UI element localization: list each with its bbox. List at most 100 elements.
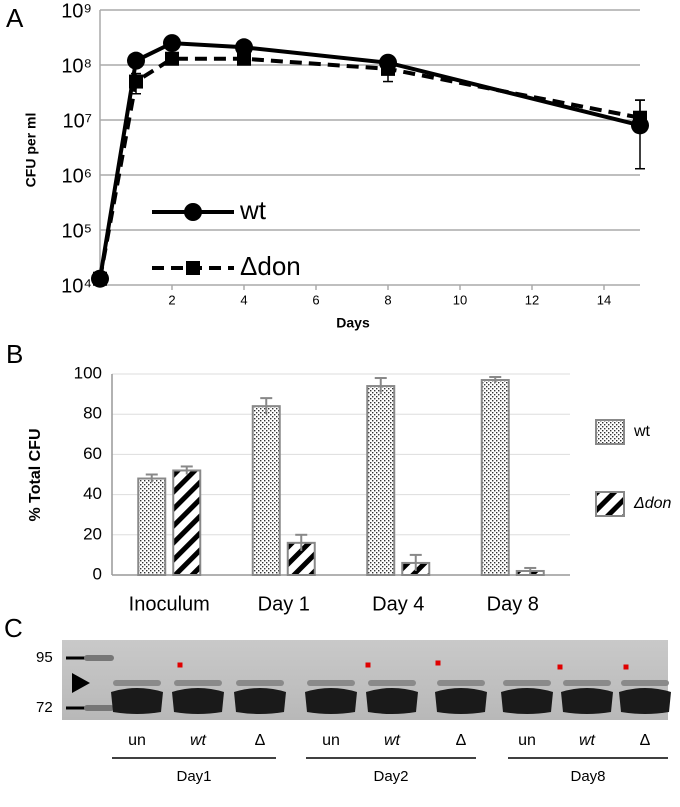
red-dot <box>557 664 563 670</box>
x-axis-label: Days <box>336 315 370 331</box>
x-tick-label: Day 4 <box>372 593 424 615</box>
y-tick-label: 60 <box>83 444 102 463</box>
red-dot <box>365 662 371 668</box>
panel-label: B <box>6 339 23 369</box>
series-line <box>98 56 641 280</box>
x-tick-label: Inoculum <box>129 593 210 615</box>
lane-label: Δ <box>255 732 266 749</box>
legend-marker <box>184 203 202 221</box>
panel-label: A <box>6 3 24 33</box>
lane-label: wt <box>190 732 207 749</box>
series-line <box>98 41 641 280</box>
lane-label: Δ <box>456 732 467 749</box>
y-tick-label: 80 <box>83 404 102 423</box>
y-tick-label: 10⁵ <box>61 220 92 242</box>
upper-band <box>437 680 485 686</box>
main-band <box>305 688 357 714</box>
y-tick-label: 0 <box>93 564 102 583</box>
ladder-label: 72 <box>36 699 53 716</box>
x-tick-label: 4 <box>240 292 247 307</box>
legend-label: Δdon <box>633 495 672 512</box>
lane-label: un <box>128 732 146 749</box>
legend-swatch <box>595 419 625 445</box>
main-band <box>435 688 487 714</box>
main-band <box>561 688 613 714</box>
lane-label: wt <box>579 732 596 749</box>
legend-label: wt <box>239 195 267 225</box>
y-tick-label: 10⁷ <box>63 110 92 132</box>
upper-band <box>174 680 222 686</box>
bar <box>366 385 396 576</box>
main-band <box>366 688 418 714</box>
ladder-band <box>84 705 114 711</box>
error-bar <box>409 553 422 571</box>
lane-label: Δ <box>640 732 651 749</box>
legend-label: Δdon <box>240 251 301 281</box>
x-tick-label: 6 <box>312 292 319 307</box>
point <box>381 61 395 76</box>
x-tick-label: 10 <box>453 292 467 307</box>
panel-label: C <box>4 613 23 643</box>
point <box>165 51 179 66</box>
legend-swatch <box>595 491 625 517</box>
y-tick-label: 100 <box>74 363 102 382</box>
error-bar <box>180 465 193 475</box>
panel: A 10⁴ 10⁵ 10⁶ 10⁷ 10⁸ 10⁹ 2 4 6 8 10 12 14 Days CFU per… <box>6 0 649 331</box>
ladder-band <box>84 655 114 661</box>
y-tick-label: 10⁸ <box>61 55 92 77</box>
main-band <box>172 688 224 714</box>
upper-band <box>113 680 161 686</box>
bar <box>251 405 281 576</box>
upper-band <box>621 680 669 686</box>
x-tick-label: 12 <box>525 292 539 307</box>
lane-label: un <box>322 732 340 749</box>
x-tick-label: 8 <box>384 292 391 307</box>
x-tick-label: 2 <box>168 292 175 307</box>
error-bar <box>145 473 158 483</box>
error-bar <box>260 397 273 415</box>
red-dot <box>177 662 183 668</box>
upper-band <box>563 680 611 686</box>
legend-marker <box>186 261 200 275</box>
x-tick-label: Day 8 <box>487 593 539 615</box>
y-tick-label: 40 <box>83 484 102 503</box>
main-band <box>111 688 163 714</box>
y-axis-label: CFU per ml <box>23 113 39 188</box>
lane-label: un <box>518 732 536 749</box>
red-dot <box>623 664 629 670</box>
point <box>127 51 145 70</box>
bar <box>137 477 167 576</box>
main-band <box>501 688 553 714</box>
upper-band <box>368 680 416 686</box>
bar <box>480 379 510 576</box>
panel: B 0 20 40 60 80 100 % Total CFU Inoculum Day 1 Day… <box>6 339 672 615</box>
y-axis-label: % Total CFU <box>27 428 44 521</box>
ladder-label: 95 <box>36 649 53 666</box>
y-tick-label: 20 <box>83 524 102 543</box>
point <box>237 51 251 66</box>
error-bar <box>295 533 308 551</box>
error-bar <box>489 376 502 384</box>
error-bar <box>524 566 537 574</box>
lane-label: wt <box>384 732 401 749</box>
legend-label: wt <box>633 423 651 440</box>
y-tick-label: 10⁶ <box>62 165 92 187</box>
main-band <box>619 688 671 714</box>
point <box>633 110 647 125</box>
group-label: Day8 <box>570 768 605 785</box>
y-tick-label: 10⁴ <box>61 275 92 297</box>
x-tick-label: 14 <box>597 292 611 307</box>
point <box>163 34 181 53</box>
error-bar <box>374 377 387 395</box>
upper-band <box>307 680 355 686</box>
point <box>93 271 107 286</box>
main-band <box>234 688 286 714</box>
upper-band <box>503 680 551 686</box>
bar <box>172 469 202 577</box>
y-tick-label: 10⁹ <box>61 0 92 22</box>
point <box>129 74 143 89</box>
group-label: Day1 <box>176 768 211 785</box>
red-dot <box>435 660 441 666</box>
